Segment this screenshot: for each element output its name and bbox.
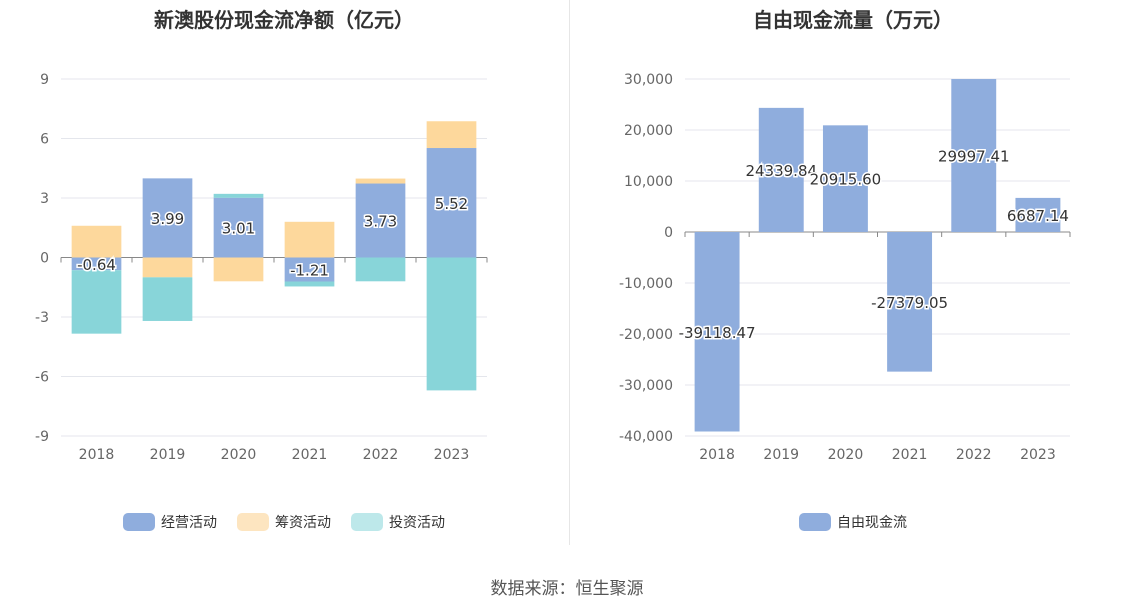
data-label: 3.01 [222,220,255,238]
data-label: -0.64 [77,256,116,274]
bar-2022-s0 [355,183,406,258]
data-source: 数据来源：恒生聚源 [490,579,644,599]
free-cash-flow-panel: 自由现金流量（万元） 30,000 20,000 10,000 0 -10,000 -20… [572,0,1134,545]
bar-2018-s0 [694,232,740,432]
y-tick-label: 6 [40,132,49,148]
y-tick-label: -9 [35,429,49,445]
free-cash-flow-chart: 30,000 20,000 10,000 0 -10,000 -20,000 -30,000… [619,72,1071,463]
x-tick-label: 2019 [763,447,799,463]
bar-2018-s1 [71,225,122,258]
x-tick-label: 2020 [828,447,864,463]
bar-2019-s0 [142,178,193,258]
y-tick-label: 20,000 [624,123,673,139]
data-label: 3.99 [151,210,184,228]
x-tick-label: 2018 [79,447,115,463]
y-tick-label: -6 [35,370,49,386]
legend-swatch-free-cash-flow [799,513,831,531]
bar-2020-s2 [213,193,264,198]
bar-2019-s0 [758,107,804,232]
bar-2023-s1 [426,121,477,149]
y-tick-label: 30,000 [624,72,673,88]
x-tick-label: 2023 [434,447,470,463]
data-label: 20915.60 [810,171,882,189]
bar-2021-s2 [284,281,335,287]
x-tick-label: 2022 [956,447,992,463]
legend-swatch-financing [237,513,269,531]
cash-flow-net-panel: 新澳股份现金流净额（亿元） 9 6 3 0 -3 -6 -9 2018 2019 2020 2021… [0,0,568,545]
data-label: -1.21 [290,261,329,279]
y-tick-label: -10,000 [619,276,673,292]
bar-2023-s2 [426,257,477,391]
cash-flow-net-chart: 9 6 3 0 -3 -6 -9 2018 2019 2020 2021 2022 2023 -0.64 3… [35,72,488,463]
data-label: -27379.05 [871,294,948,312]
x-tick-label: 2023 [1020,447,1056,463]
legend-swatch-operating [123,513,155,531]
legend: 经营活动 筹资活动 投资活动 [0,512,568,532]
bar-2020-s0 [213,197,264,258]
legend-label: 投资活动 [389,515,445,531]
bar-2023-s0 [1015,197,1061,232]
data-label: -39118.47 [679,324,756,342]
bar-2020-s1 [213,257,264,282]
data-label: 6687.14 [1007,207,1069,225]
bar-2019-s2 [142,277,193,321]
bar-2019-s1 [142,257,193,278]
legend: 自由现金流 [572,512,1134,532]
x-tick-label: 2022 [363,447,399,463]
y-tick-label: 0 [664,225,673,241]
chart-title: 自由现金流量（万元） [753,8,953,32]
bar-2023-s0 [426,148,477,258]
y-tick-label: 3 [40,191,49,207]
y-tick-label: -40,000 [619,429,673,445]
data-label: 5.52 [435,195,468,213]
bar-2018-s0 [71,257,122,271]
x-tick-label: 2018 [699,447,735,463]
data-label: 3.73 [364,213,397,231]
data-label: 24339.84 [745,162,817,180]
bar-2022-s0 [951,79,997,232]
y-tick-label: 9 [40,72,49,88]
legend-label: 自由现金流 [837,515,907,531]
bar-2021-s0 [887,232,933,372]
x-tick-label: 2021 [292,447,328,463]
panel-divider [569,0,570,545]
y-tick-label: 10,000 [624,174,673,190]
bar-2018-s2 [71,270,122,334]
x-tick-label: 2021 [892,447,928,463]
legend-item-investing[interactable]: 投资活动 [351,512,445,532]
legend-label: 经营活动 [161,515,217,531]
bar-2022-s1 [355,178,406,184]
legend-label: 筹资活动 [275,515,331,531]
chart-title: 新澳股份现金流净额（亿元） [154,8,414,32]
legend-item-operating[interactable]: 经营活动 [123,512,217,532]
legend-swatch-investing [351,513,383,531]
y-tick-label: -3 [35,310,49,326]
data-label: 29997.41 [938,148,1010,166]
x-tick-label: 2020 [221,447,257,463]
x-tick-label: 2019 [150,447,186,463]
legend-item-free-cash-flow[interactable]: 自由现金流 [799,512,907,532]
bar-2021-s0 [284,257,335,282]
bar-2020-s0 [822,125,868,232]
bar-2022-s2 [355,257,406,282]
y-tick-label: 0 [40,251,49,267]
y-tick-label: -30,000 [619,378,673,394]
legend-item-financing[interactable]: 筹资活动 [237,512,331,532]
bar-2021-s1 [284,221,335,258]
y-tick-label: -20,000 [619,327,673,343]
